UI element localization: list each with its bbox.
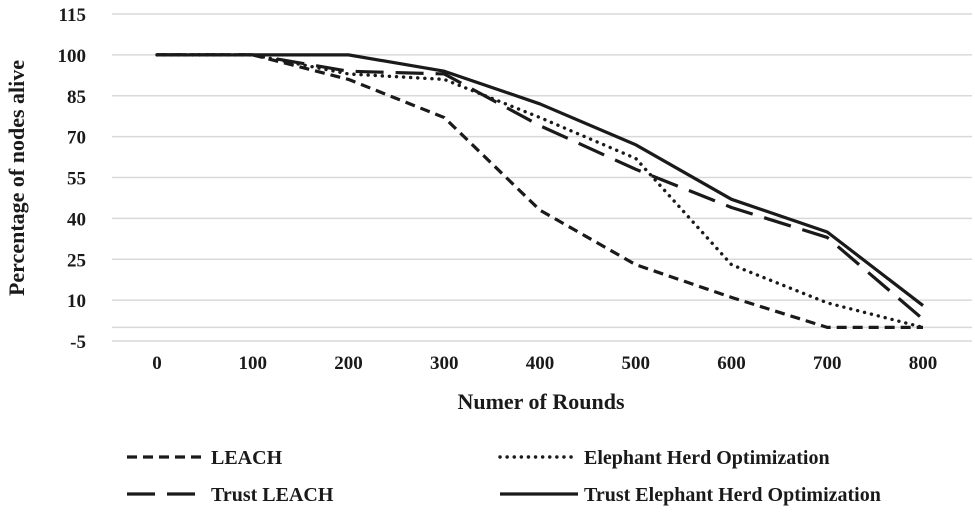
y-tick-label: 100 (58, 46, 87, 67)
y-tick-label: 55 (67, 169, 86, 190)
x-tick-label: 100 (239, 353, 268, 374)
y-tick-label: -5 (70, 332, 86, 353)
y-tick-label: 25 (67, 250, 86, 271)
x-axis-title: Numer of Rounds (457, 389, 625, 414)
legend-label: LEACH (211, 447, 283, 469)
x-tick-label: 400 (526, 353, 555, 374)
series-line-trust-leach (157, 53, 925, 321)
legend: LEACH Elephant Herd Optimization Trust LEA… (127, 447, 881, 506)
series-lines (155, 53, 925, 330)
grid-lines (112, 13, 972, 342)
x-tick-label: 0 (152, 353, 162, 374)
x-tick-label: 600 (717, 353, 746, 374)
series-line-trust-elephant-herd-optimization (157, 53, 924, 307)
x-tick-label: 300 (430, 353, 459, 374)
y-tick-label: 10 (67, 291, 86, 312)
x-tick-label: 500 (622, 353, 651, 374)
x-tick-label: 800 (909, 353, 938, 374)
x-tick-labels: 0 100 200 300 400 500 600 700 800 (152, 353, 937, 374)
y-tick-labels: -5 10 25 40 55 70 85 100 115 (58, 5, 87, 353)
x-tick-label: 700 (813, 353, 842, 374)
legend-label: Elephant Herd Optimization (584, 447, 830, 469)
y-tick-label: 115 (59, 5, 86, 26)
legend-label: Trust LEACH (211, 484, 334, 506)
legend-label: Trust Elephant Herd Optimization (584, 484, 881, 506)
y-tick-label: 40 (67, 209, 86, 230)
x-tick-label: 200 (334, 353, 363, 374)
y-axis-title: Percentage of nodes alive (4, 60, 29, 296)
y-tick-label: 70 (67, 128, 86, 149)
series-line-leach (157, 53, 923, 329)
y-tick-label: 85 (67, 87, 86, 108)
